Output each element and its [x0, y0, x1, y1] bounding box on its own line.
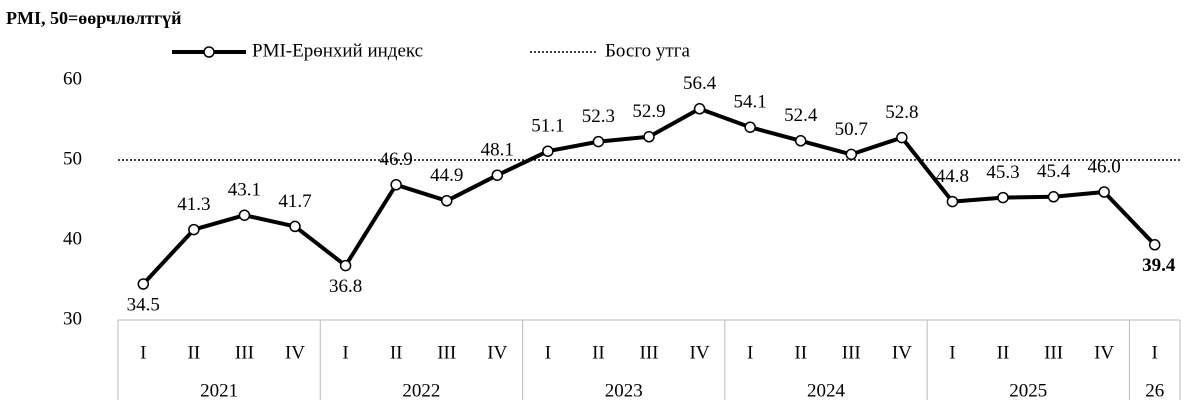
point: [137, 278, 150, 290]
point: [845, 148, 858, 161]
x-tick-label: IV: [892, 342, 912, 363]
point: [744, 121, 756, 133]
data-label: 52.8: [885, 102, 918, 123]
y-tick-label: 50: [63, 148, 82, 169]
legend-marker: [203, 46, 215, 58]
x-tick-label: I: [545, 342, 551, 363]
data-label: 34.5: [127, 294, 160, 315]
x-tick-label: II: [592, 342, 605, 363]
data-label: 46.9: [380, 149, 413, 170]
chart-title: PMI, 50=өөрчлөлтгүй: [6, 8, 182, 28]
point: [491, 169, 504, 181]
x-tick-label: I: [1152, 342, 1158, 363]
x-tick-label: II: [390, 342, 403, 363]
x-group-label: 2025: [1009, 380, 1047, 400]
y-tick-label: 40: [63, 228, 82, 249]
point: [188, 223, 200, 236]
point: [1047, 191, 1060, 203]
x-tick-label: III: [1044, 342, 1063, 363]
x-tick-label: III: [842, 342, 861, 363]
x-tick-label: IV: [487, 342, 507, 363]
x-tick-label: I: [342, 342, 348, 363]
data-label: 41.3: [177, 194, 210, 215]
x-tick-label: IV: [690, 342, 710, 363]
data-label: 45.4: [1037, 161, 1071, 182]
data-label: 54.1: [734, 92, 767, 113]
x-tick-label: I: [140, 342, 146, 363]
point: [238, 209, 251, 221]
data-label: 50.7: [835, 119, 868, 140]
data-label: 43.1: [228, 180, 261, 201]
data-label: 41.7: [278, 191, 311, 212]
legend-label: Босго утга: [605, 40, 690, 61]
data-label: 44.8: [936, 166, 969, 187]
data-label: 56.4: [683, 73, 717, 94]
point: [946, 195, 959, 208]
point: [1148, 239, 1161, 251]
legend-label: PMI-Ерөнхий индекс: [252, 40, 423, 61]
x-group-label: 2022: [402, 380, 440, 400]
point: [390, 179, 402, 191]
data-label: 36.8: [329, 276, 362, 297]
x-tick-label: III: [640, 342, 659, 363]
data-label: 45.3: [986, 162, 1019, 183]
point: [643, 131, 655, 143]
point: [997, 191, 1009, 204]
x-group-label: 26: [1145, 380, 1164, 400]
y-tick-label: 30: [63, 308, 82, 329]
x-group-label: 2023: [605, 380, 643, 400]
x-group-label: 2024: [807, 380, 846, 400]
x-tick-label: I: [949, 342, 955, 363]
point: [339, 259, 352, 272]
x-tick-label: III: [235, 342, 254, 363]
data-label: 51.1: [531, 116, 564, 137]
x-tick-label: IV: [1094, 342, 1114, 363]
x-tick-label: III: [437, 342, 456, 363]
point: [592, 135, 605, 148]
x-group-label: 2021: [200, 380, 238, 400]
point: [542, 145, 554, 157]
y-tick-label: 60: [63, 68, 82, 89]
data-label: 52.3: [582, 106, 615, 127]
x-tick-label: I: [747, 342, 753, 363]
x-tick-label: II: [997, 342, 1010, 363]
point: [440, 195, 453, 207]
point: [693, 103, 706, 115]
data-label: 39.4: [1142, 255, 1176, 276]
data-label: 48.1: [481, 140, 514, 161]
x-tick-label: II: [794, 342, 807, 363]
point: [896, 131, 908, 144]
point: [794, 135, 807, 147]
x-tick-label: IV: [285, 342, 305, 363]
data-label: 52.9: [632, 101, 665, 122]
data-label: 52.4: [784, 105, 818, 126]
point: [289, 220, 301, 233]
data-label: 44.9: [430, 165, 463, 186]
x-tick-label: II: [188, 342, 201, 363]
data-label: 46.0: [1088, 156, 1121, 177]
point: [1098, 186, 1110, 198]
